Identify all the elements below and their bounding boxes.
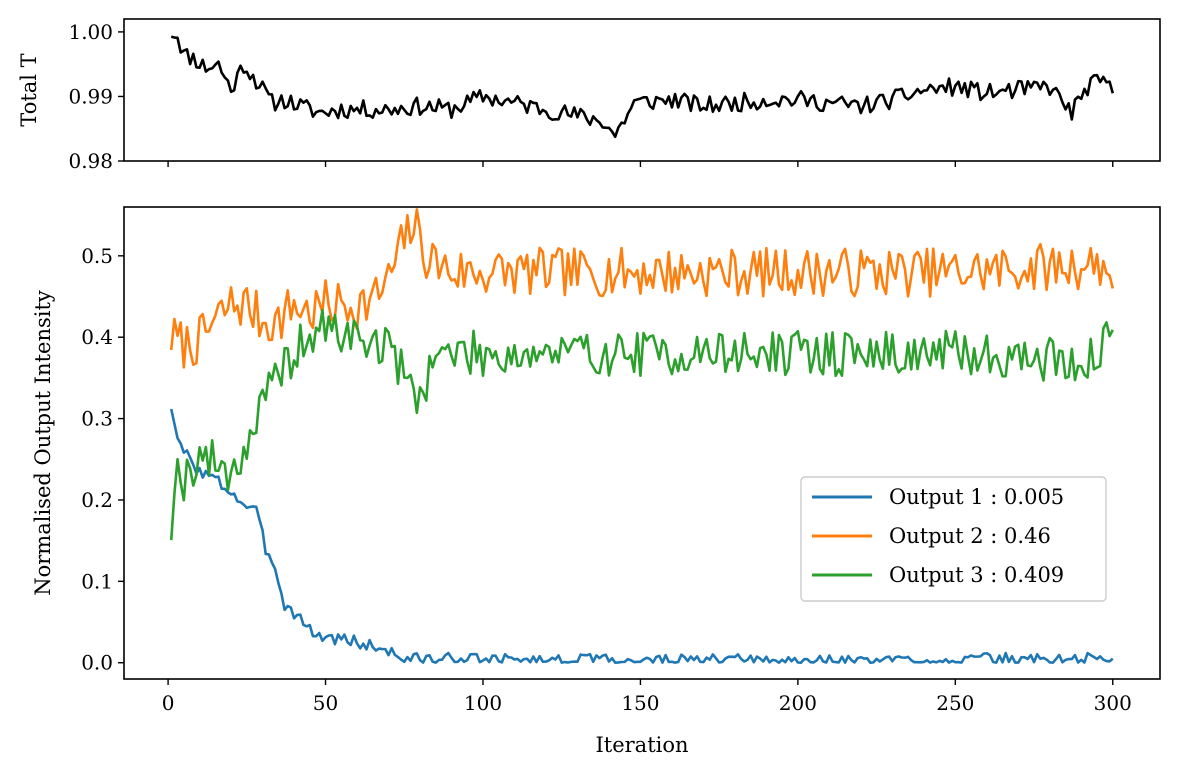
y-tick-label: 0.99 [68, 84, 113, 108]
top-axes-frame [123, 18, 1161, 162]
bottom-axes-frame [123, 206, 1161, 680]
legend: Output 1 : 0.005 Output 2 : 0.46 Output … [800, 476, 1107, 602]
total-t-series [170, 35, 1115, 139]
x-tick-label: 300 [1094, 691, 1132, 715]
total-t-panel: 0.98 0.99 1.00 Total T [17, 18, 1161, 173]
series-line-output-2 [169, 208, 1115, 369]
bottom-ylabel: Normalised Output Intensity [31, 290, 55, 596]
series-line-total-t [170, 35, 1115, 139]
legend-box [800, 476, 1107, 602]
y-tick-label: 1.00 [68, 20, 113, 44]
legend-label-output-3: Output 3 : 0.409 [889, 563, 1064, 587]
bottom-xlabel: Iteration [595, 733, 688, 757]
y-tick-label: 0.98 [68, 149, 113, 173]
output-series [169, 208, 1115, 664]
x-tick-label: 200 [779, 691, 817, 715]
y-tick-label: 0.1 [81, 569, 113, 593]
x-tick-label: 150 [621, 691, 659, 715]
series-line-output-1 [169, 408, 1114, 664]
bottom-ticks: 0 50 100 150 200 250 300 0.0 0.1 0.2 0.3 0.4 0.5 [81, 244, 1132, 715]
y-tick-label: 0.3 [81, 407, 113, 431]
legend-label-output-1: Output 1 : 0.005 [889, 485, 1064, 509]
x-tick-label: 50 [313, 691, 338, 715]
top-ticks: 0.98 0.99 1.00 [68, 20, 1114, 173]
y-tick-label: 0.2 [81, 488, 113, 512]
top-ylabel: Total T [17, 53, 41, 126]
y-tick-label: 0.0 [81, 651, 113, 675]
x-tick-label: 100 [464, 691, 502, 715]
y-tick-label: 0.4 [81, 325, 113, 349]
output-intensity-panel: 0 50 100 150 200 250 300 0.0 0.1 0.2 0.3 0.4 0.5 Nor… [31, 206, 1161, 757]
series-line-output-3 [169, 308, 1114, 541]
x-tick-label: 250 [936, 691, 974, 715]
legend-label-output-2: Output 2 : 0.46 [889, 524, 1051, 548]
y-tick-label: 0.5 [81, 244, 113, 268]
x-tick-label: 0 [162, 691, 175, 715]
